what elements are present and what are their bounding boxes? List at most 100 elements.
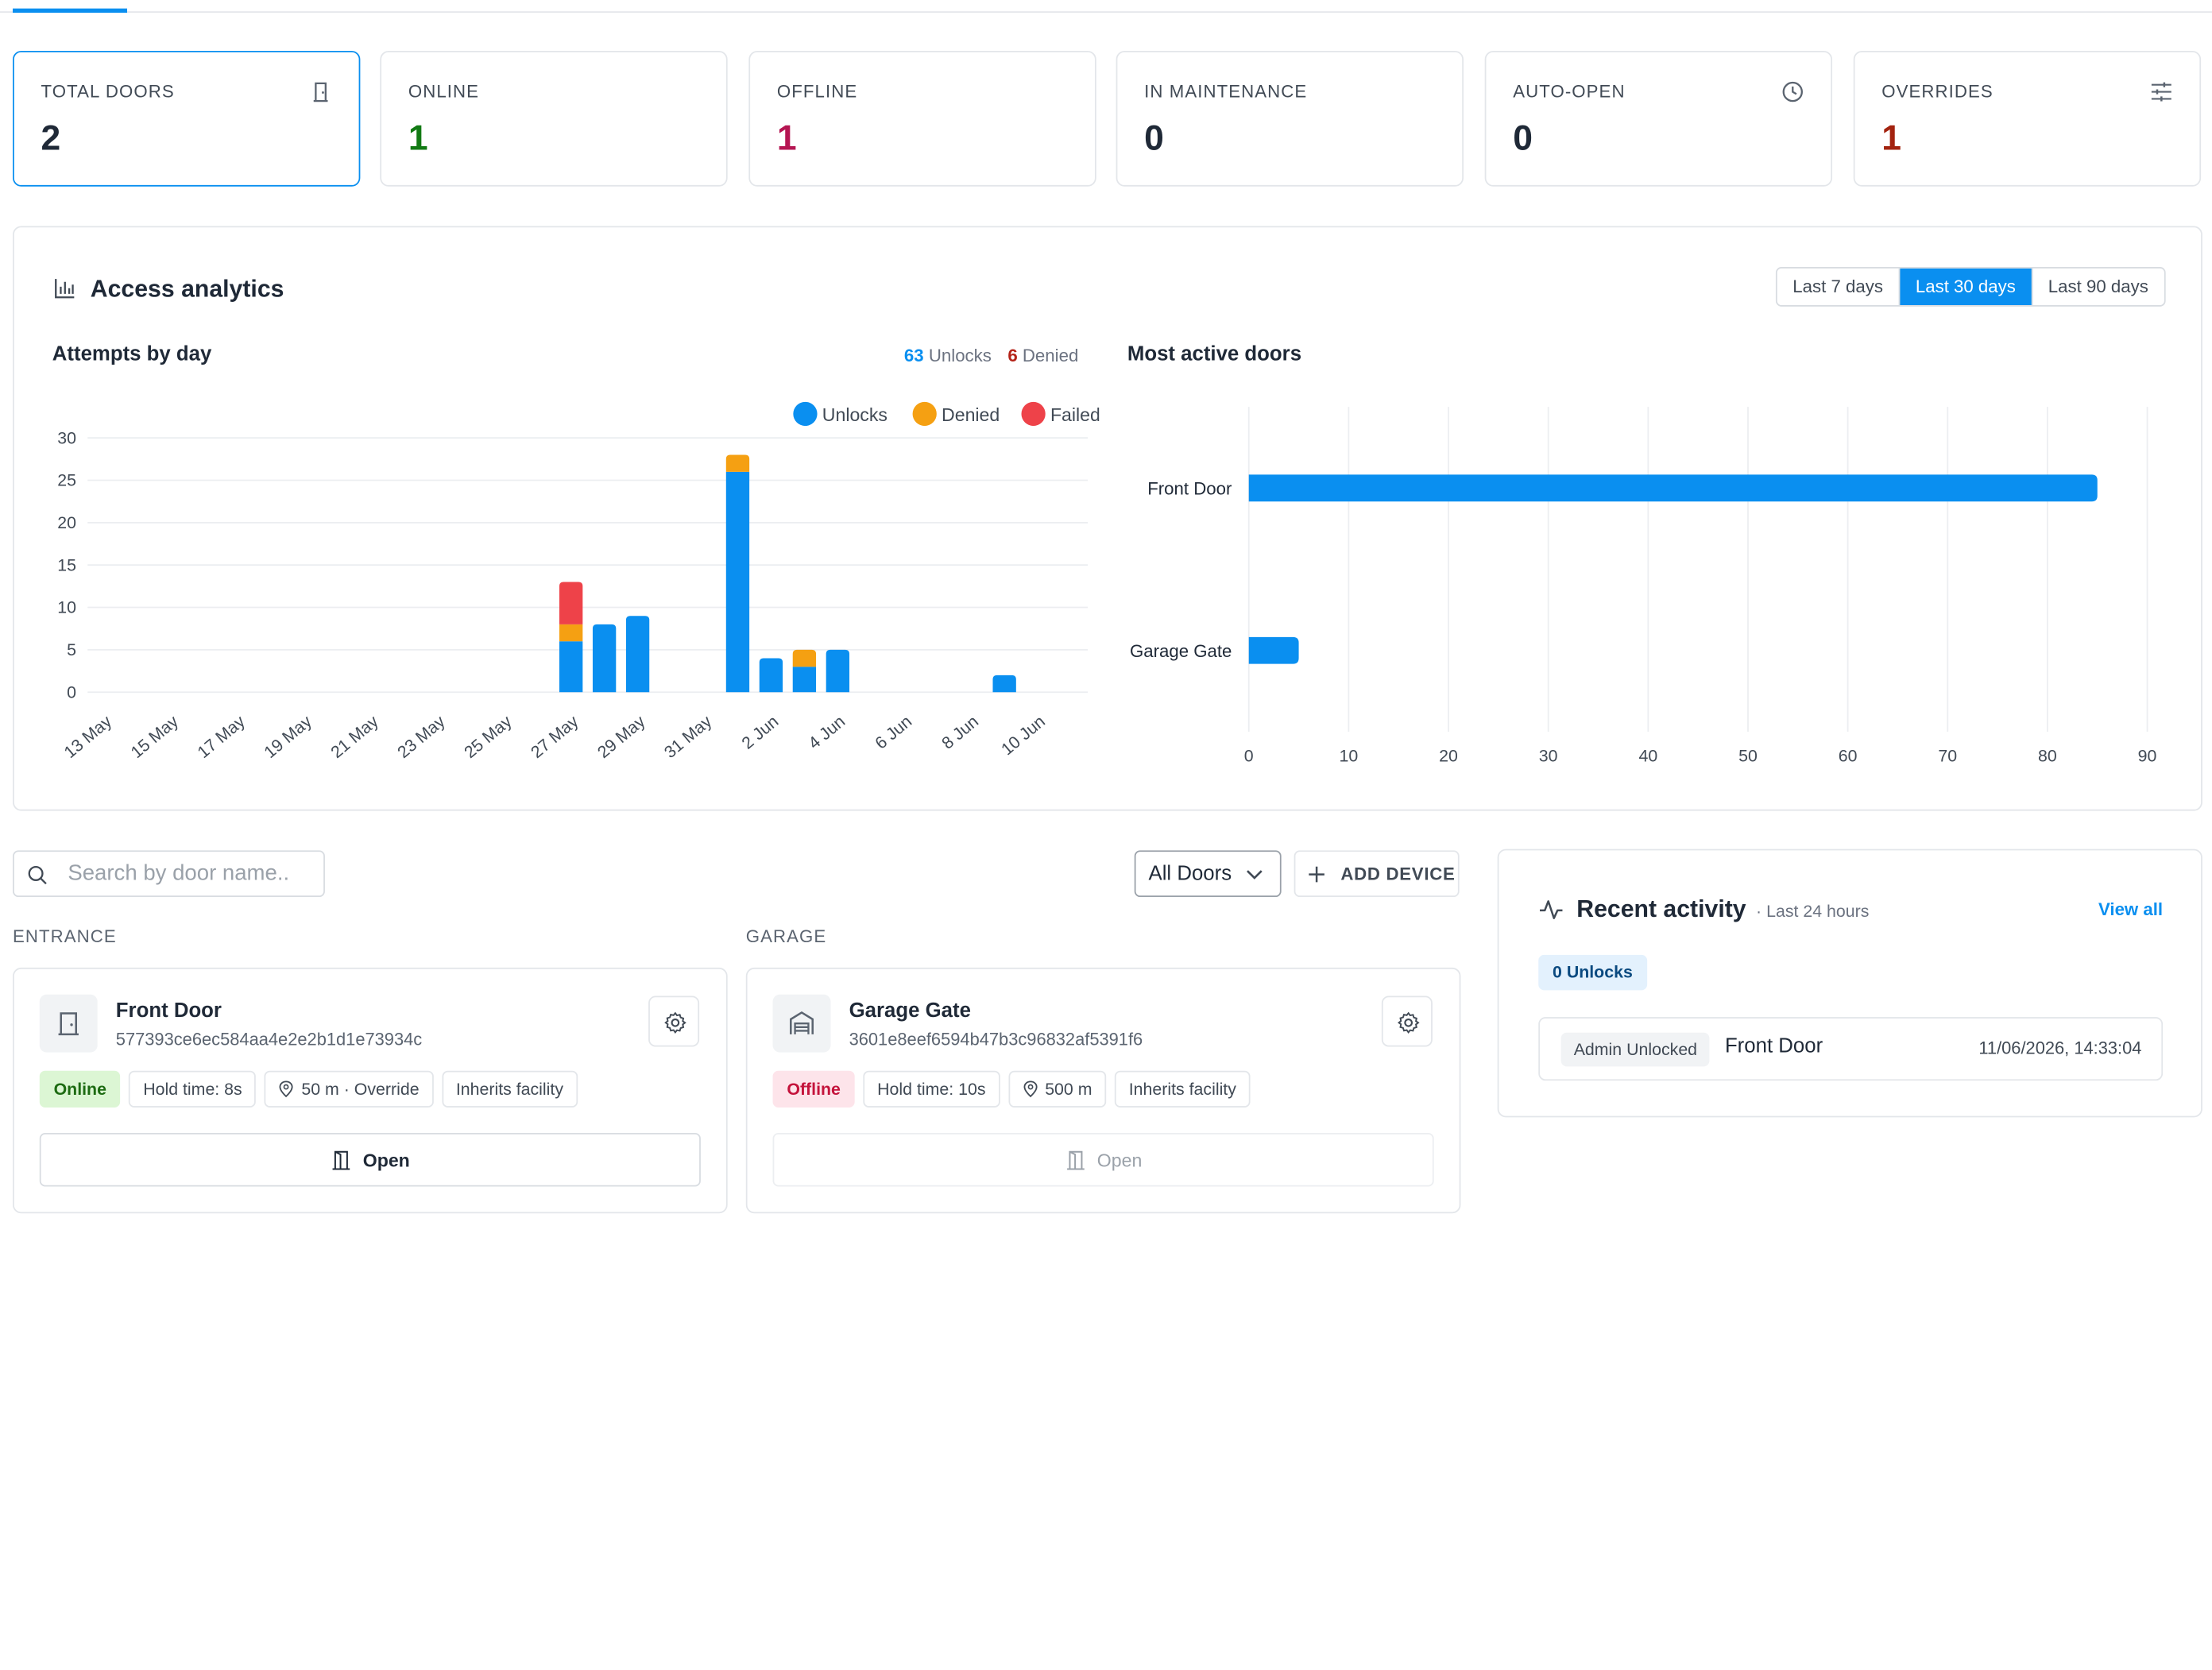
legend-label: Denied	[942, 404, 1000, 425]
hold-time-tag: Hold time: 10s	[863, 1070, 1000, 1108]
x-tick-label: 90	[2138, 746, 2157, 765]
stat-label: AUTO-OPEN	[1513, 82, 1626, 102]
x-tick-label: 40	[1638, 746, 1657, 765]
stat-value: 1	[776, 118, 797, 159]
stat-card-offline[interactable]: OFFLINE 1	[748, 51, 1096, 187]
bar-segment	[725, 471, 750, 693]
gear-icon	[1397, 1011, 1420, 1034]
x-tick-label: 70	[1938, 746, 1957, 765]
range-selector: Last 7 days Last 30 days Last 90 days	[1775, 267, 2166, 307]
stat-card-total-doors[interactable]: TOTAL DOORS 2	[13, 51, 361, 187]
y-tick-label: 5	[67, 640, 76, 659]
plus-icon	[1309, 866, 1324, 883]
radius-tag: 500 m	[1007, 1070, 1107, 1108]
garage-icon	[790, 1011, 814, 1034]
stat-card-online[interactable]: ONLINE 1	[380, 51, 728, 187]
unlocks-count: 63	[903, 346, 924, 366]
x-tick-label: 25 May	[461, 712, 516, 763]
stat-value: 1	[408, 118, 428, 159]
activity-time: 11/06/2026, 14:33:04	[1978, 1038, 2142, 1058]
bar-segment	[792, 667, 817, 693]
x-tick-label: 27 May	[528, 712, 582, 763]
door-tags: Online Hold time: 8s 50 m · Override Inh…	[39, 1070, 578, 1108]
y-tick-label: 15	[57, 555, 76, 574]
door-bar	[1248, 474, 2098, 502]
legend-marker	[793, 401, 818, 427]
door-filter-value: All Doors	[1148, 863, 1232, 886]
stat-label: IN MAINTENANCE	[1144, 82, 1308, 102]
x-tick-label: 10 Jun	[998, 712, 1049, 760]
view-all-link[interactable]: View all	[2098, 899, 2164, 920]
x-tick-label: 6 Jun	[872, 712, 915, 753]
unlocks-label: Unlocks	[928, 346, 992, 366]
stat-card-overrides[interactable]: OVERRIDES 1	[1853, 51, 2202, 187]
stat-card-in-maintenance[interactable]: IN MAINTENANCE 0	[1116, 51, 1464, 187]
bar-segment	[992, 675, 1016, 693]
access-analytics-panel: Access analytics Last 7 days Last 30 day…	[13, 226, 2202, 811]
x-tick-label: 21 May	[327, 712, 382, 763]
stat-value: 1	[1881, 118, 1902, 159]
bar-segment	[792, 649, 817, 667]
activity-row[interactable]: Admin Unlocked Front Door 11/06/2026, 14…	[1538, 1017, 2164, 1081]
x-tick-label: 31 May	[660, 712, 715, 763]
door-filter-select[interactable]: All Doors	[1134, 850, 1282, 898]
legend-label: Unlocks	[822, 404, 888, 425]
stat-label: OVERRIDES	[1881, 82, 1994, 102]
door-avatar	[772, 994, 831, 1053]
range-last-7-days[interactable]: Last 7 days	[1777, 268, 1901, 306]
stat-card-auto-open[interactable]: AUTO-OPEN 0	[1484, 51, 1833, 187]
recent-activity-panel: Recent activity · Last 24 hours View all…	[1497, 849, 2202, 1118]
bar-segment	[625, 616, 650, 693]
y-tick-label: 10	[57, 598, 76, 617]
stat-label: OFFLINE	[776, 82, 858, 102]
attempts-chart-title: Attempts by day	[52, 343, 212, 366]
most-active-doors-chart: Front Door Garage Gate 0 10 20 30 40 50 60 70 80 9…	[1130, 407, 2157, 765]
range-last-90-days[interactable]: Last 90 days	[2048, 276, 2148, 297]
bar-segment	[559, 582, 583, 624]
legend-marker	[1021, 401, 1046, 427]
activity-title: Recent activity	[1576, 895, 1746, 923]
door-name: Front Door	[115, 999, 222, 1023]
stat-value: 0	[1513, 118, 1533, 159]
bar-segment	[759, 658, 783, 693]
radius-value: 50 m · Override	[301, 1079, 420, 1100]
legend-marker	[912, 401, 937, 427]
bar-segment	[592, 624, 617, 693]
door-open-icon	[332, 1150, 350, 1169]
y-tick-label: 25	[57, 471, 76, 490]
door-card-garage-gate: Garage Gate 3601e8eef6594b47b3c96832af53…	[745, 967, 1461, 1214]
open-door-button[interactable]: Open	[39, 1132, 701, 1187]
door-settings-button[interactable]	[1381, 995, 1433, 1047]
door-icon	[58, 1012, 79, 1036]
sliders-icon	[2151, 82, 2171, 102]
stat-value: 2	[41, 118, 61, 159]
door-settings-button[interactable]	[648, 995, 700, 1047]
legend-label: Failed	[1050, 404, 1099, 425]
bar-segment	[559, 624, 583, 642]
stat-value: 0	[1144, 118, 1164, 159]
open-label: Open	[1096, 1149, 1143, 1171]
panel-title: Access analytics	[90, 275, 284, 303]
x-tick-label: 30	[1539, 746, 1558, 765]
x-tick-label: 50	[1738, 746, 1758, 765]
open-door-button[interactable]: Open	[772, 1132, 1434, 1187]
location-pin-icon	[280, 1080, 294, 1098]
door-id: 577393ce6ec584aa4e2e2b1d1e73934c	[115, 1030, 423, 1050]
search-input[interactable]	[68, 857, 319, 891]
search-icon	[28, 865, 47, 885]
add-device-label: ADD DEVICE	[1340, 864, 1456, 885]
group-label-garage: GARAGE	[745, 926, 827, 947]
y-category-label: Front Door	[1147, 478, 1232, 498]
status-badge: Online	[39, 1070, 121, 1108]
x-tick-label: 19 May	[261, 712, 315, 763]
group-label-entrance: ENTRANCE	[13, 926, 117, 947]
door-avatar	[39, 994, 98, 1053]
add-device-button[interactable]: ADD DEVICE	[1294, 850, 1460, 898]
open-label: Open	[362, 1149, 410, 1171]
range-last-30-days[interactable]: Last 30 days	[1900, 268, 2033, 306]
y-tick-label: 0	[67, 682, 76, 702]
x-tick-label: 23 May	[394, 712, 449, 763]
x-tick-label: 20	[1439, 746, 1458, 765]
x-tick-label: 10	[1340, 746, 1359, 765]
x-tick-label: 13 May	[60, 712, 115, 763]
